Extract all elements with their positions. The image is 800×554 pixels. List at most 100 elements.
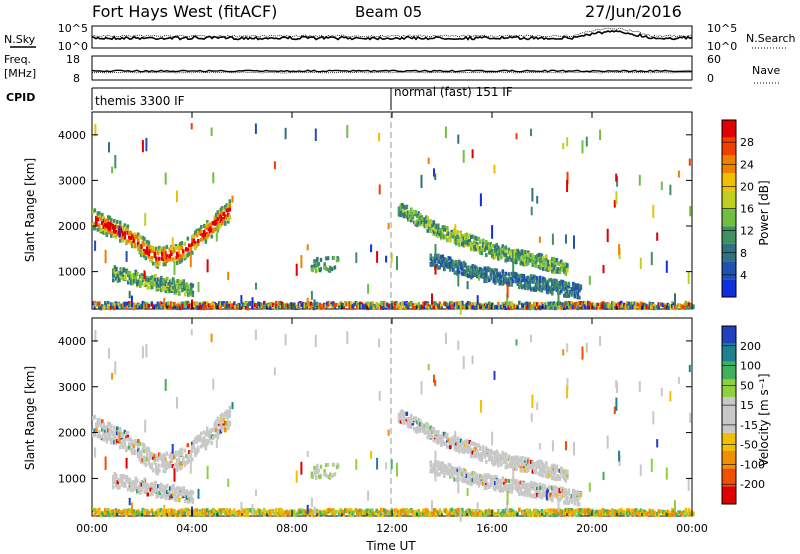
velocity-cell <box>175 487 178 492</box>
power-cell <box>591 305 595 310</box>
velocity-cell <box>215 422 218 427</box>
power-cell <box>207 227 211 232</box>
velocity-cell <box>228 405 232 410</box>
power-cell <box>166 276 169 281</box>
power-cell <box>206 259 209 273</box>
velocity-cell <box>228 422 232 427</box>
velocity-cell <box>246 508 250 513</box>
velocity-cell <box>509 462 512 466</box>
power-cell <box>531 305 535 310</box>
power-cell <box>261 304 265 309</box>
velocity-cell <box>534 482 538 487</box>
velocity-cell <box>116 480 120 485</box>
power-cell <box>473 273 476 277</box>
power-cell <box>166 283 169 288</box>
power-cell <box>122 232 125 237</box>
power-cell <box>168 305 172 310</box>
velocity-cell <box>96 508 100 513</box>
velocity-cell <box>474 453 478 458</box>
power-cell <box>564 301 568 306</box>
velocity-cell <box>195 512 199 517</box>
velocity-cell <box>428 429 431 433</box>
power-cell <box>510 276 514 281</box>
power-cell <box>282 305 286 310</box>
velocity-cell <box>173 508 176 513</box>
velocity-cell <box>537 471 541 476</box>
velocity-cell <box>184 499 187 504</box>
power-cell <box>471 244 475 248</box>
velocity-cell <box>399 419 403 424</box>
power-cell <box>686 305 689 310</box>
velocity-cell <box>164 489 168 494</box>
power-cell <box>420 174 423 189</box>
velocity-cell <box>164 465 167 470</box>
power-cell <box>513 271 517 276</box>
velocity-cell <box>444 441 448 446</box>
velocity-cell <box>552 485 556 490</box>
power-cell <box>467 265 470 270</box>
power-cell <box>114 229 118 234</box>
velocity-cell <box>461 478 464 483</box>
velocity-cell <box>515 485 518 490</box>
velocity-cell <box>398 513 401 517</box>
colorbar-tick-label: 16 <box>740 203 754 216</box>
velocity-cell <box>173 454 176 459</box>
power-cell <box>447 231 451 236</box>
velocity-cell <box>566 496 569 500</box>
velocity-cell <box>474 472 478 477</box>
velocity-cell <box>494 474 497 479</box>
velocity-cell <box>483 450 487 455</box>
power-cell <box>441 233 445 238</box>
power-cell <box>545 305 548 310</box>
power-cell <box>570 303 574 308</box>
power-cell <box>276 306 280 311</box>
velocity-cell <box>576 491 580 496</box>
velocity-cell <box>126 510 130 515</box>
velocity-cell <box>464 470 467 475</box>
velocity-cell <box>332 511 335 516</box>
velocity-cell <box>482 449 485 453</box>
velocity-cell <box>522 484 526 489</box>
velocity-cell <box>444 464 448 469</box>
velocity-cell <box>522 481 526 486</box>
power-cell <box>524 261 527 266</box>
power-cell <box>153 304 157 309</box>
velocity-cell <box>113 440 116 445</box>
velocity-cell <box>218 428 221 433</box>
power-cell <box>101 304 104 309</box>
velocity-cell <box>483 513 487 518</box>
power-cell <box>458 305 461 310</box>
velocity-cell <box>216 416 220 421</box>
power-cell <box>507 282 511 287</box>
power-cell <box>438 265 442 270</box>
velocity-cell <box>402 415 406 420</box>
velocity-cell <box>123 508 127 513</box>
power-cell <box>569 305 572 310</box>
power-cell <box>492 244 496 249</box>
power-cell <box>516 249 520 254</box>
velocity-cell <box>222 425 226 430</box>
power-cell <box>113 229 116 234</box>
power-cell <box>533 255 536 260</box>
power-cell <box>578 284 581 289</box>
velocity-cell <box>405 511 409 515</box>
power-cell <box>534 288 538 292</box>
power-cell <box>584 301 587 306</box>
power-cell <box>176 306 179 311</box>
power-cell <box>473 245 476 250</box>
velocity-cell <box>210 434 214 439</box>
velocity-cell <box>515 482 518 487</box>
power-cell <box>107 301 110 305</box>
power-cell <box>170 251 173 256</box>
power-cell <box>652 204 655 219</box>
velocity-cell <box>173 488 177 493</box>
power-cell <box>467 239 470 244</box>
velocity-cell <box>434 434 437 438</box>
velocity-cell <box>212 435 215 440</box>
power-cell <box>314 262 317 267</box>
velocity-cell <box>143 443 146 448</box>
power-cell <box>510 282 514 287</box>
power-cell <box>534 285 538 290</box>
power-cell <box>639 305 643 310</box>
velocity-cell <box>575 497 578 502</box>
